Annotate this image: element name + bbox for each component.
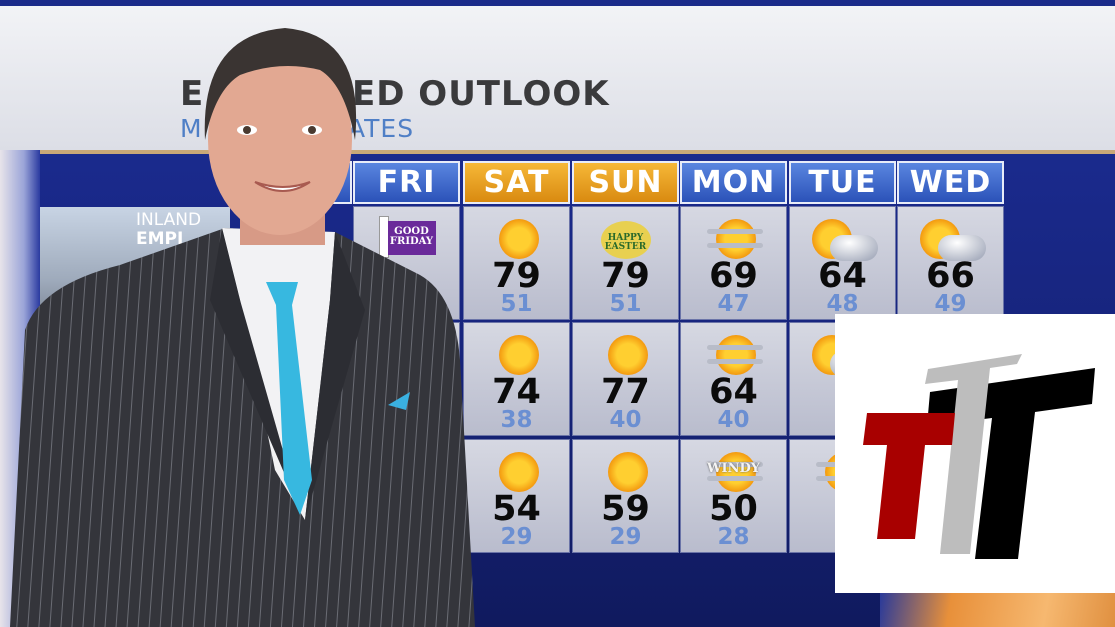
pocket-square — [388, 392, 410, 410]
sunny-icon — [482, 331, 552, 379]
day-header-fri: FRI — [353, 161, 460, 204]
sun-shape — [715, 219, 756, 259]
day-header-sun: SUN — [572, 161, 679, 204]
high-temp: 64 — [709, 372, 758, 412]
high-temp: 79 — [492, 256, 541, 296]
sunny-icon — [591, 331, 661, 379]
forecast-cell: 59 29 — [572, 439, 679, 553]
low-temp: 51 — [500, 291, 533, 317]
low-temp: 38 — [500, 407, 533, 433]
sun-shape — [715, 452, 756, 492]
sun-shape — [498, 452, 539, 492]
haze-line — [706, 476, 763, 481]
low-temp: 48 — [826, 291, 859, 317]
easter-icon: HAPPY EASTER — [591, 215, 661, 263]
badge-text: GOOD FRIDAY — [387, 221, 436, 255]
cloud-shape — [829, 235, 878, 261]
forecast-cell: 66 49 — [897, 206, 1004, 320]
cross-shape — [379, 217, 388, 257]
orange-swoosh — [880, 593, 1115, 627]
high-temp: 59 — [601, 489, 650, 529]
sun-shape — [498, 335, 539, 375]
sun-shape — [715, 335, 756, 375]
low-temp: 47 — [717, 291, 750, 317]
high-temp: 54 — [492, 489, 541, 529]
day-header-mon: MON — [680, 161, 787, 204]
windy-icon: WINDY — [699, 448, 769, 496]
title-banner — [0, 6, 1115, 151]
haze-line — [706, 359, 763, 364]
forecast-cell: WINDY 50 28 — [680, 439, 787, 553]
region-line1: INLAND — [136, 210, 202, 230]
banner-divider — [0, 150, 1115, 154]
high-temp: 74 — [492, 372, 541, 412]
haze-line — [706, 243, 763, 248]
haze-line — [706, 345, 763, 350]
windy-label: WINDY — [706, 461, 761, 476]
forecast-cell: 69 47 — [680, 206, 787, 320]
ttt-logo-icon — [863, 354, 1095, 559]
day-header-tue: TUE — [789, 161, 896, 204]
hazy-sun-icon — [699, 215, 769, 263]
sunny-icon — [482, 448, 552, 496]
subtitle-fragment: M — [180, 114, 203, 143]
low-temp: 29 — [609, 524, 642, 550]
high-temp: 64 — [818, 256, 867, 296]
sun-shape — [607, 335, 648, 375]
region-line2: EMPI — [136, 229, 184, 249]
cloud-shape — [937, 235, 986, 261]
forecast-cell: HAPPY EASTER 79 51 — [572, 206, 679, 320]
forecast-cell: 64 40 — [680, 322, 787, 436]
day-header-sat: SAT — [463, 161, 570, 204]
lapel-right — [305, 232, 365, 520]
low-temp: 49 — [934, 291, 967, 317]
forecast-cell: 79 51 — [463, 206, 570, 320]
subtitle: ATES — [348, 114, 415, 143]
high-temp: 77 — [601, 372, 650, 412]
partly-cloudy-icon — [916, 215, 986, 263]
forecast-cell: 54 29 — [463, 439, 570, 553]
high-temp: 79 — [601, 256, 650, 296]
forecast-cell: 74 38 — [463, 322, 570, 436]
hair — [204, 28, 357, 140]
haze-line — [706, 462, 763, 467]
good-friday-icon: GOOD FRIDAY — [372, 215, 442, 263]
sun-shape — [607, 452, 648, 492]
badge-text: HAPPY EASTER — [600, 221, 651, 259]
high-temp: 69 — [709, 256, 758, 296]
partly-cloudy-icon — [808, 215, 878, 263]
tie — [266, 282, 312, 515]
high-temp: 50 — [709, 489, 758, 529]
day-header-wed: WED — [897, 161, 1004, 204]
low-temp: 40 — [717, 407, 750, 433]
hazy-sun-icon — [699, 331, 769, 379]
page-title: ED OUTLOOK — [352, 74, 610, 114]
face — [208, 45, 352, 235]
sunny-icon — [482, 215, 552, 263]
forecast-cell: 77 40 — [572, 322, 679, 436]
sun-shape — [498, 219, 539, 259]
low-temp: 40 — [609, 407, 642, 433]
forecast-cell: 64 48 — [789, 206, 896, 320]
title-fragment: E — [180, 74, 205, 114]
lapel-left — [210, 228, 300, 510]
top-strip — [0, 0, 1115, 6]
haze-line — [706, 229, 763, 234]
low-temp: 28 — [717, 524, 750, 550]
low-temp: 29 — [500, 524, 533, 550]
ttt-logo — [835, 314, 1115, 593]
high-temp: 66 — [926, 256, 975, 296]
sunny-icon — [591, 448, 661, 496]
low-temp: 51 — [609, 291, 642, 317]
